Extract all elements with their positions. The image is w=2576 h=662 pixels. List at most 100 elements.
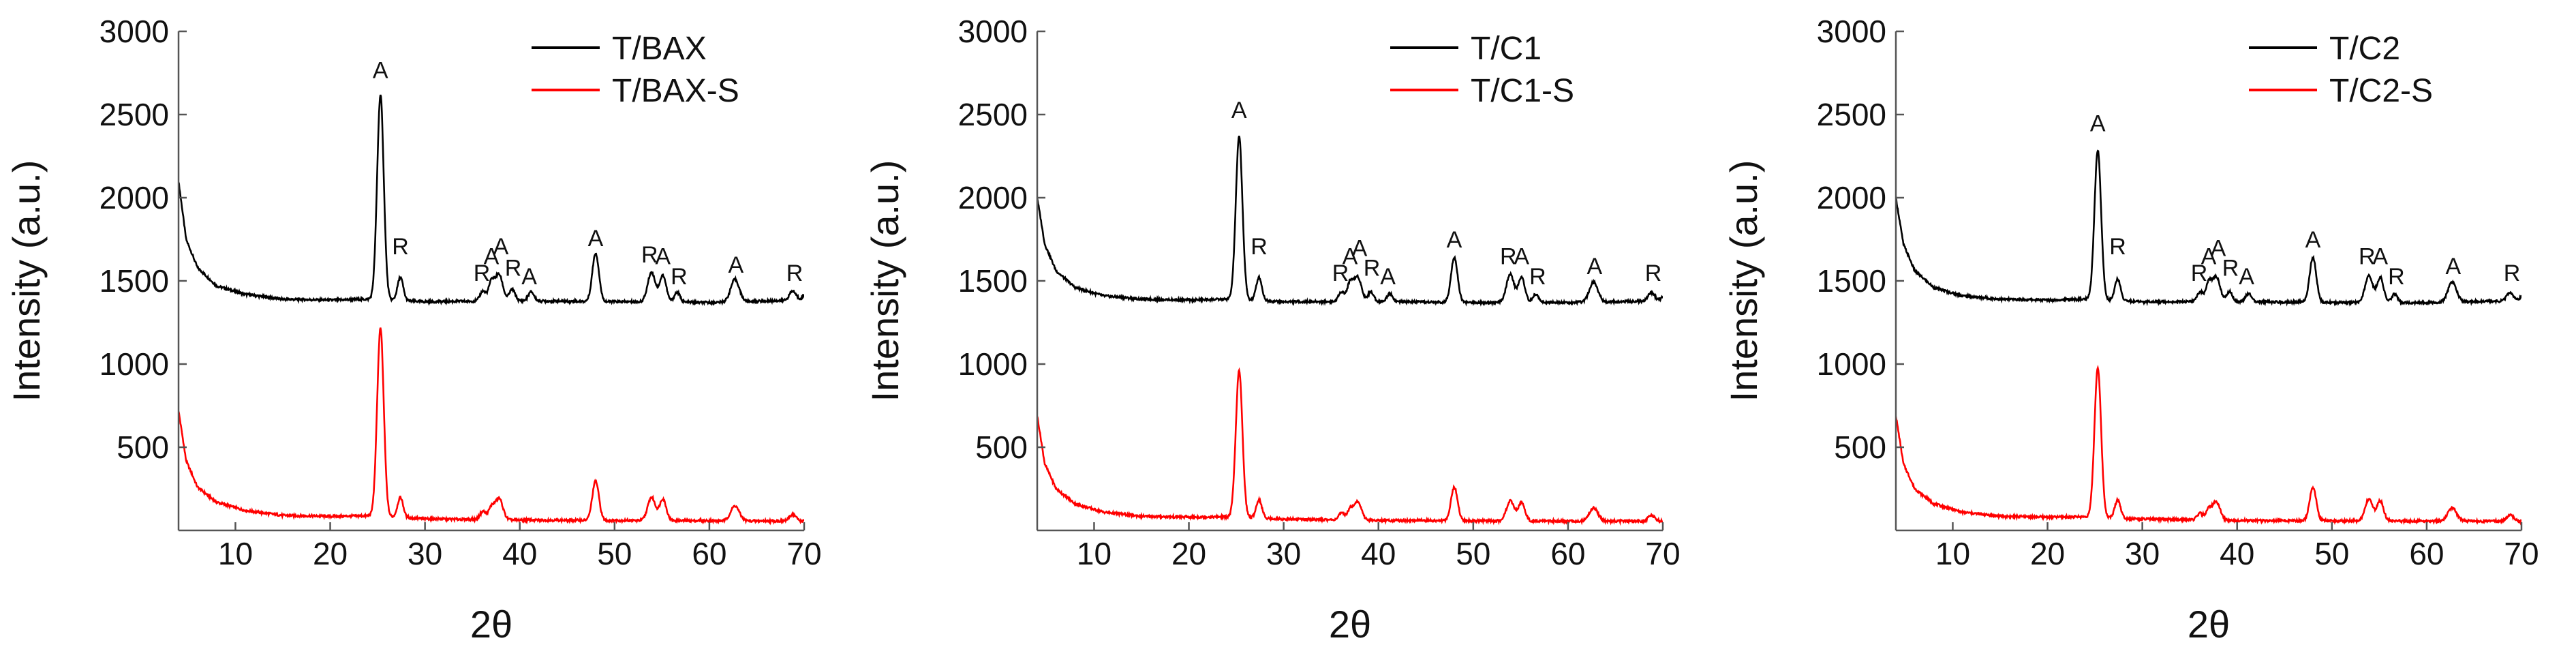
y-tick-label: 1000 <box>1817 346 1886 382</box>
x-axis-title: 2θ <box>470 603 512 646</box>
xrd-panel-t-bax: 10 20 30 40 50 60 70 500 1000 1500 2000 2500 3000 2θ I… <box>5 14 822 646</box>
y-tick-label: 2000 <box>99 180 169 215</box>
series-line-t-c1 <box>1037 135 1663 307</box>
legend-label-t-bax: T/BAX <box>612 31 707 67</box>
y-tick-label: 500 <box>975 430 1028 465</box>
peak-label-a: A <box>2239 264 2254 290</box>
x-tick-label: 50 <box>2314 536 2349 571</box>
x-tick-label: 50 <box>1456 536 1490 571</box>
y-tick-label: 2500 <box>99 97 169 132</box>
peak-label-a: A <box>484 244 500 270</box>
x-tick-label: 40 <box>1361 536 1396 571</box>
y-axis-title: Intensity (a.u.) <box>1722 160 1765 402</box>
x-tick-label: 30 <box>408 536 442 571</box>
peak-label-a: A <box>655 244 671 270</box>
y-tick-label: 2000 <box>958 180 1028 215</box>
peak-label-r: R <box>2388 264 2405 290</box>
y-tick-label: 1000 <box>958 346 1028 382</box>
peak-label-a: A <box>2446 254 2462 280</box>
peak-label-r: R <box>1645 260 1662 286</box>
peak-label-a: A <box>1514 244 1529 270</box>
x-tick-label: 10 <box>218 536 253 571</box>
y-tick-label: 500 <box>117 430 169 465</box>
peak-label-a: A <box>2090 110 2106 136</box>
series-line-t-bax-s <box>179 327 804 526</box>
x-tick-label: 20 <box>2030 536 2065 571</box>
peak-label-r: R <box>2109 234 2126 260</box>
peak-label-r: R <box>2222 256 2239 282</box>
legend-label-t-c1-s: T/C1-S <box>1471 73 1574 109</box>
legend: T/BAX T/BAX-S <box>532 31 739 109</box>
peak-label-a: A <box>588 226 604 252</box>
x-tick-label: 70 <box>786 536 821 571</box>
x-tick-label: 60 <box>2409 536 2444 571</box>
xrd-panel-t-c1: 10 20 30 40 50 60 70 500 1000 1500 2000 2500 3000 2θ I… <box>863 14 1681 646</box>
legend: T/C2 T/C2-S <box>2249 31 2433 109</box>
peak-label-r: R <box>1251 234 1268 260</box>
y-tick-label: 500 <box>1834 430 1886 465</box>
x-tick-label: 60 <box>692 536 726 571</box>
peak-label-r: R <box>1529 264 1546 290</box>
peak-label-a: A <box>1380 264 1396 290</box>
x-tick-label: 20 <box>313 536 348 571</box>
axes <box>1036 30 1664 532</box>
x-tick-label: 40 <box>502 536 537 571</box>
axes <box>1895 30 2523 532</box>
peak-label-a: A <box>1587 254 1603 280</box>
peak-label-r: R <box>2359 244 2376 270</box>
y-axis-title: Intensity (a.u.) <box>863 160 906 402</box>
x-tick-label: 30 <box>1266 536 1301 571</box>
y-tick-label: 3000 <box>99 14 169 49</box>
peak-label-r: R <box>641 242 658 268</box>
x-tick-label: 20 <box>1171 536 1206 571</box>
y-tick-label: 1000 <box>99 346 169 382</box>
y-axis-title: Intensity (a.u.) <box>5 160 48 402</box>
peak-label-r: R <box>1332 260 1349 286</box>
x-tick-label: 10 <box>1935 536 1970 571</box>
y-tick-label: 2500 <box>958 97 1028 132</box>
peak-label-a: A <box>521 264 537 290</box>
y-tick-label: 3000 <box>958 14 1028 49</box>
x-tick-label: 50 <box>597 536 632 571</box>
y-tick-label: 1500 <box>958 263 1028 299</box>
axes <box>177 30 806 532</box>
x-tick-label: 60 <box>1550 536 1585 571</box>
peak-label-r: R <box>2504 260 2521 286</box>
peak-label-r: R <box>1500 244 1517 270</box>
peak-label-a: A <box>1447 227 1462 253</box>
peak-label-a: A <box>493 234 509 260</box>
series-line-t-c1-s <box>1037 367 1663 526</box>
y-tick-label: 1500 <box>1817 263 1886 299</box>
x-tick-label: 30 <box>2125 536 2160 571</box>
legend: T/C1 T/C1-S <box>1390 31 1574 109</box>
series-line-t-c2 <box>1896 149 2521 307</box>
peak-label-r: R <box>392 234 409 260</box>
peak-label-a: A <box>1343 244 1358 270</box>
y-tick-label: 3000 <box>1817 14 1886 49</box>
x-tick-label: 40 <box>2220 536 2254 571</box>
peak-label-r: R <box>505 256 522 282</box>
legend-label-t-c2-s: T/C2-S <box>2329 73 2433 109</box>
peak-label-a: A <box>2305 227 2321 253</box>
y-tick-label: 2000 <box>1817 180 1886 215</box>
x-tick-label: 10 <box>1077 536 1111 571</box>
x-axis-title: 2θ <box>1329 603 1371 646</box>
peak-label-a: A <box>373 57 388 83</box>
legend-label-t-bax-s: T/BAX-S <box>612 73 739 109</box>
series-line-t-bax <box>179 94 804 307</box>
peak-label-r: R <box>1364 256 1381 282</box>
peak-label-r: R <box>2191 260 2208 286</box>
peak-label-a: A <box>729 252 744 278</box>
series-line-t-c2-s <box>1896 365 2521 526</box>
peak-label-a: A <box>1352 235 1368 261</box>
xrd-panel-t-c2: 10 20 30 40 50 60 70 500 1000 1500 2000 2500 3000 2θ I… <box>1722 14 2539 646</box>
peak-label-a: A <box>1231 97 1247 123</box>
x-tick-label: 70 <box>2504 536 2539 571</box>
peak-label-r: R <box>786 260 803 286</box>
peak-label-a: A <box>2211 235 2226 261</box>
y-tick-label: 2500 <box>1817 97 1886 132</box>
peak-label-a: A <box>2201 244 2217 270</box>
peak-label-a: A <box>2372 244 2388 270</box>
peak-label-r: R <box>671 264 688 290</box>
